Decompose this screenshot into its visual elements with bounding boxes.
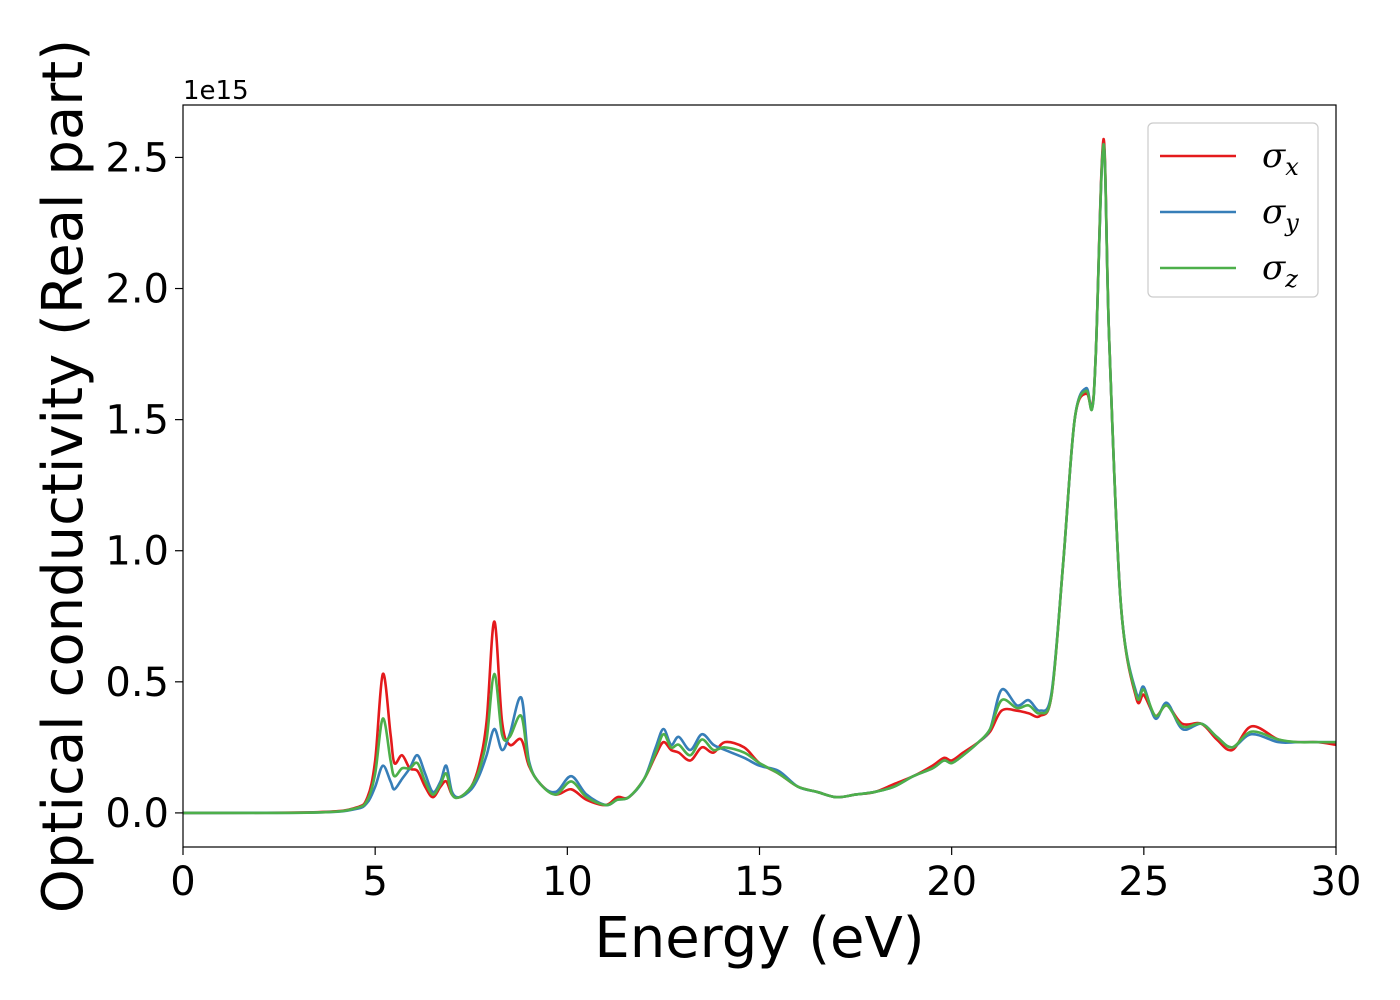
legend-box bbox=[1147, 122, 1319, 298]
x-tick-label: 10 bbox=[542, 859, 593, 905]
y-tick-label: 2.0 bbox=[105, 267, 169, 313]
legend-label-sigma-y: σy bbox=[1262, 192, 1299, 237]
legend-label-sigma-z: σz bbox=[1262, 248, 1298, 293]
y-axis: 0.0 0.5 1.0 1.5 2.0 2.5 bbox=[105, 135, 183, 837]
y-tick-label: 2.5 bbox=[105, 135, 169, 181]
x-axis-label: Energy (eV) bbox=[594, 906, 924, 971]
x-tick-label: 0 bbox=[170, 859, 195, 905]
series-line-sigma-z bbox=[182, 143, 1336, 815]
x-tick-label: 5 bbox=[362, 859, 387, 905]
y-axis-label: Optical conductivity (Real part) bbox=[31, 39, 96, 913]
x-tick-label: 25 bbox=[1118, 859, 1169, 905]
y-tick-label: 1.5 bbox=[105, 398, 169, 444]
x-tick-label: 15 bbox=[734, 859, 785, 905]
legend: σx σy σz bbox=[1147, 122, 1319, 298]
x-tick-label: 30 bbox=[1311, 859, 1362, 905]
y-tick-label: 0.0 bbox=[105, 791, 169, 837]
series-lines bbox=[182, 137, 1337, 815]
x-axis: 0 5 10 15 20 25 30 bbox=[170, 847, 1361, 905]
y-offset-label: 1e15 bbox=[183, 76, 249, 106]
y-tick-label: 0.5 bbox=[105, 660, 169, 706]
x-tick-label: 20 bbox=[926, 859, 977, 905]
legend-label-sigma-x: σx bbox=[1262, 136, 1299, 181]
y-tick-label: 1.0 bbox=[105, 529, 169, 575]
